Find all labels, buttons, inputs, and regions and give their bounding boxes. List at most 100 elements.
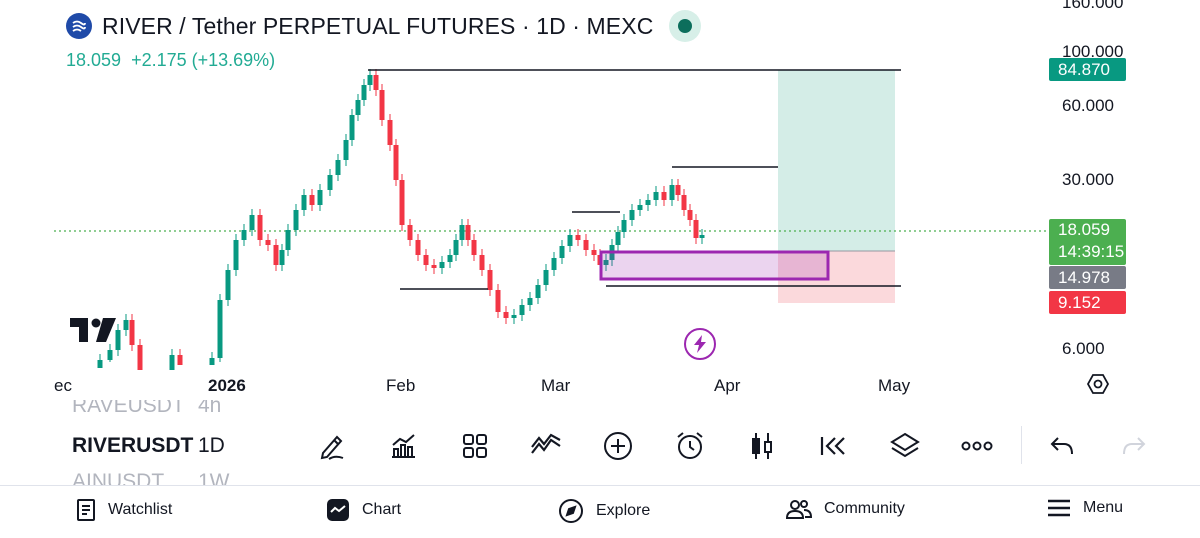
price-chart[interactable]: 160.000 100.000 60.000 30.000 6.000 ec 2… — [0, 0, 1200, 405]
candle-body — [361, 85, 367, 100]
price-change: +2.175 (+13.69%) — [131, 50, 276, 70]
loss-zone[interactable] — [778, 251, 895, 303]
pencil-draw-icon[interactable] — [310, 424, 354, 468]
candle-body — [123, 320, 129, 330]
current-price-badge: 18.059 14:39:15 — [1049, 219, 1126, 265]
hamburger-menu-icon — [1048, 499, 1070, 517]
candles — [97, 69, 705, 370]
candle-body — [407, 225, 413, 240]
candle-body — [367, 75, 373, 85]
time-label-dec: ec — [54, 376, 72, 395]
chart-settings-icon[interactable] — [1086, 372, 1110, 401]
current-price-value: 18.059 — [1058, 220, 1110, 239]
nav-menu[interactable]: Menu — [1047, 498, 1123, 518]
alarm-icon[interactable] — [668, 424, 712, 468]
candle-body — [567, 235, 573, 246]
chart-header: RIVER / Tether PERPETUAL FUTURES · 1D · … — [66, 10, 702, 42]
candle-countdown: 14:39:15 — [1058, 242, 1125, 261]
candle-body — [687, 210, 693, 220]
nav-menu-label: Menu — [1083, 499, 1124, 516]
candle-body — [97, 360, 103, 368]
symbol-row-next[interactable]: AINUSDT 1W — [72, 470, 230, 486]
time-label-feb: Feb — [386, 376, 415, 395]
add-circle-icon[interactable] — [596, 424, 640, 468]
bottom-navigation: Watchlist Chart Explore Community Menu — [0, 486, 1200, 538]
tradingview-logo-icon — [70, 318, 118, 347]
candle-body — [387, 120, 393, 145]
target-price-badge: 84.870 — [1049, 58, 1126, 81]
redo-icon[interactable] — [1112, 424, 1156, 468]
candle-body — [583, 240, 589, 250]
candle-body — [495, 290, 501, 312]
nav-watchlist[interactable]: Watchlist — [76, 498, 172, 522]
nav-explore-label: Explore — [596, 502, 651, 519]
profit-zone[interactable] — [778, 70, 895, 251]
candle-body — [349, 115, 355, 140]
candles-icon[interactable] — [740, 424, 784, 468]
symbol-row-current[interactable]: RIVERUSDT 1D — [72, 434, 225, 458]
undo-icon[interactable] — [1040, 424, 1084, 468]
layers-icon[interactable] — [883, 424, 927, 468]
nav-community[interactable]: Community — [786, 498, 905, 520]
chart-area[interactable]: 160.000 100.000 60.000 30.000 6.000 ec 2… — [0, 0, 1200, 405]
candle-body — [415, 240, 421, 255]
candle-body — [591, 250, 597, 255]
candle-body — [543, 270, 549, 285]
candle-body — [603, 260, 609, 265]
symbol-interval: 1W — [198, 470, 230, 486]
candle-body — [535, 285, 541, 298]
symbol-interval: 4h — [198, 400, 222, 417]
indicators-icon[interactable] — [381, 424, 425, 468]
nav-chart[interactable]: Chart — [326, 498, 401, 522]
symbol-name: RIVERUSDT — [72, 434, 194, 457]
candle-body — [279, 250, 285, 265]
nav-explore[interactable]: Explore — [558, 498, 650, 524]
time-label-mar: Mar — [541, 376, 571, 395]
candle-body — [459, 225, 465, 240]
patterns-icon[interactable] — [524, 424, 568, 468]
candle-body — [669, 185, 675, 200]
candle-body — [661, 192, 667, 200]
watchlist-icon — [77, 499, 95, 521]
candle-body — [423, 255, 429, 265]
candle-body — [575, 235, 581, 240]
market-open-icon[interactable] — [669, 10, 702, 42]
demand-zone-box[interactable] — [599, 250, 830, 281]
candle-body — [301, 195, 307, 210]
nav-chart-label: Chart — [362, 501, 402, 518]
nav-watchlist-label: Watchlist — [108, 501, 173, 518]
symbol-title[interactable]: RIVER / Tether PERPETUAL FUTURES · 1D · … — [102, 12, 654, 39]
time-label-2026: 2026 — [208, 376, 246, 395]
candle-body — [309, 195, 315, 205]
flash-icon[interactable] — [684, 328, 716, 360]
candle-body — [293, 210, 299, 230]
layout-grid-icon[interactable] — [453, 424, 497, 468]
candle-body — [479, 255, 485, 270]
candle-body — [115, 330, 121, 350]
candle-body — [637, 205, 643, 210]
chart-icon — [327, 499, 349, 521]
candle-body — [511, 315, 517, 318]
nav-divider — [0, 485, 1200, 486]
symbol-wheel[interactable]: RAVEUSDT 4h RIVERUSDT 1D AINUSDT 1W — [72, 400, 302, 486]
time-label-apr: Apr — [714, 376, 741, 395]
more-icon[interactable] — [955, 424, 999, 468]
candle-body — [249, 215, 255, 230]
candle-body — [559, 246, 565, 258]
candle-body — [699, 235, 705, 238]
candle-body — [615, 232, 621, 245]
symbol-row-prev[interactable]: RAVEUSDT 4h — [72, 400, 221, 418]
candle-body — [327, 175, 333, 190]
candle-body — [431, 265, 437, 268]
candle-body — [169, 355, 175, 370]
candle-body — [129, 320, 135, 345]
candle-body — [453, 240, 459, 255]
stop-price-badge: 9.152 — [1049, 291, 1126, 314]
explore-compass-icon — [559, 499, 583, 523]
candle-body — [621, 220, 627, 232]
candle-body — [373, 75, 379, 90]
replay-icon[interactable] — [811, 424, 855, 468]
candle-body — [355, 100, 361, 115]
candle-body — [487, 270, 493, 290]
candle-body — [285, 230, 291, 250]
